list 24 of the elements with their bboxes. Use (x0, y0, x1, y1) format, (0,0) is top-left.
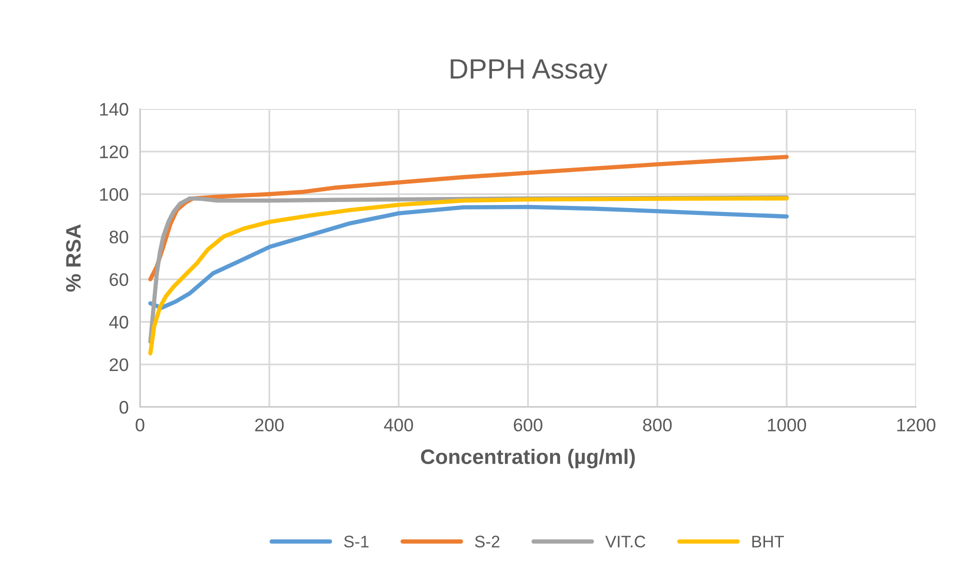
y-tick-label: 120 (100, 146, 128, 158)
legend-label: VIT.C (605, 536, 646, 548)
line-series (148, 154, 789, 282)
x-tick-label: 1000 (768, 418, 806, 432)
y-tick-label: 140 (100, 102, 128, 116)
y-tick-label: 0 (120, 400, 128, 414)
line-series (148, 204, 789, 310)
x-tick-label: 400 (384, 418, 414, 432)
x-tick-label: 0 (136, 418, 144, 432)
legend-label: BHT (752, 536, 784, 548)
x-tick-label: 600 (514, 418, 542, 432)
y-tick-label: 20 (110, 358, 128, 372)
y-axis-title: % RSA (66, 224, 81, 292)
legend-label: S-2 (475, 536, 500, 548)
x-tick-label: 800 (643, 418, 672, 432)
x-tick-label: 1200 (897, 418, 936, 432)
y-tick-label: 40 (109, 316, 128, 329)
x-tick-label: 200 (255, 418, 284, 432)
x-axis-title: Concentration (µg/ml) (421, 448, 635, 468)
y-tick-label: 100 (100, 188, 128, 201)
chart-title: DPPH Assay (450, 59, 608, 84)
legend-label: S-1 (344, 536, 368, 548)
y-tick-label: 60 (110, 273, 128, 286)
y-tick-label: 80 (110, 230, 128, 244)
